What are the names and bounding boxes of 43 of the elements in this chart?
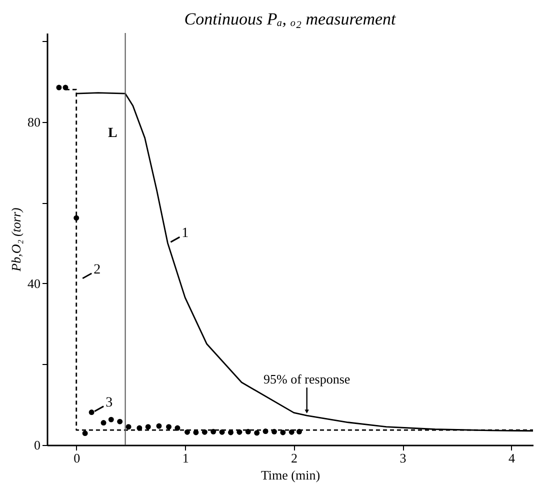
annotation: 2 xyxy=(94,262,101,278)
point xyxy=(145,424,151,430)
y-tick-label: 40 xyxy=(28,276,40,291)
point xyxy=(236,429,242,435)
point xyxy=(126,424,132,430)
point xyxy=(156,423,162,429)
point xyxy=(82,430,88,436)
x-tick-label: 0 xyxy=(74,450,80,466)
annotation: 1 xyxy=(182,226,189,242)
annotation: 95% of response xyxy=(264,372,350,387)
point xyxy=(117,418,123,424)
point xyxy=(228,430,234,436)
x-tick-label: 4 xyxy=(508,450,516,466)
point xyxy=(108,416,114,422)
point xyxy=(296,428,302,434)
chart-title: Continuous Pₐ, ₒ₂ measurement xyxy=(184,10,398,28)
annotation: 3 xyxy=(106,395,113,410)
point xyxy=(136,425,142,431)
point xyxy=(219,429,225,435)
point xyxy=(184,429,190,435)
point xyxy=(56,84,62,90)
y-axis-title: Pb,O₂ (torr) xyxy=(8,208,24,272)
point xyxy=(210,428,216,434)
point xyxy=(74,215,80,221)
point xyxy=(245,428,251,434)
point xyxy=(100,420,106,426)
point xyxy=(166,424,172,430)
point xyxy=(174,425,180,431)
x-tick-label: 1 xyxy=(182,450,189,466)
y-tick-label: 80 xyxy=(28,114,40,130)
point xyxy=(202,429,208,435)
y-tick-label: 0 xyxy=(34,438,40,452)
point xyxy=(254,430,260,436)
point xyxy=(88,410,94,416)
ref-line-label: L xyxy=(108,126,118,141)
point xyxy=(280,430,286,436)
x-axis-title: Time (min) xyxy=(260,468,320,482)
point xyxy=(262,428,268,434)
point xyxy=(288,429,294,435)
x-tick-label: 3 xyxy=(400,450,406,466)
point xyxy=(271,428,277,434)
x-tick-label: 2 xyxy=(291,450,298,466)
point xyxy=(62,84,68,90)
